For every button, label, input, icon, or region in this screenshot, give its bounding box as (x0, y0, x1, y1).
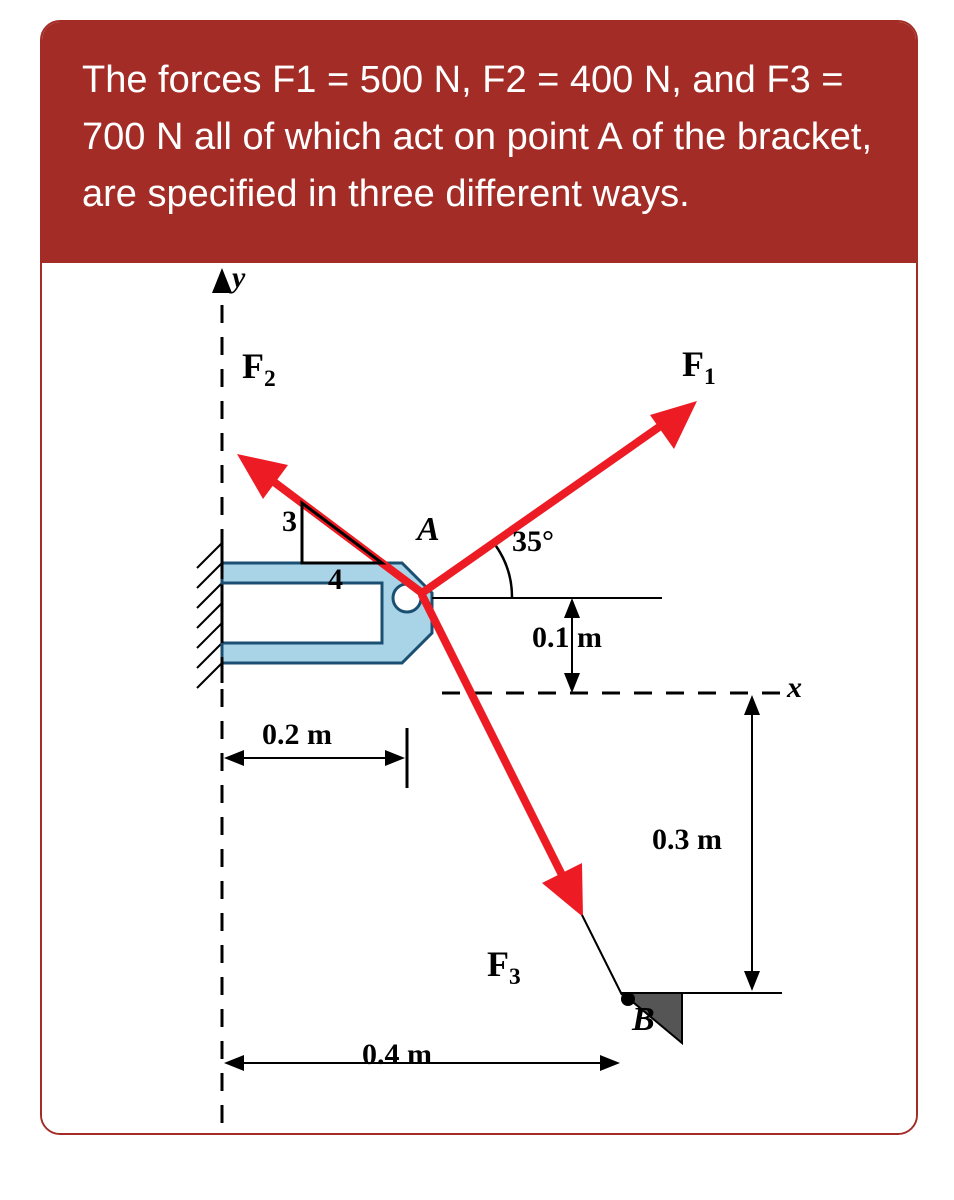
y-axis-arrow (212, 268, 232, 293)
force-diagram: y x F2 F1 F3 A B 3 4 35° 0.1 m 0.2 m 0.3… (42, 263, 916, 1133)
dim-label-0p1: 0.1 m (532, 621, 602, 655)
point-A-label: A (417, 511, 440, 549)
label-F1-text: F1 (682, 344, 716, 384)
label-F2-text: F2 (242, 346, 276, 386)
dim-label-0p3: 0.3 m (652, 823, 722, 857)
problem-card: The forces F1 = 500 N, F2 = 400 N, and F… (40, 20, 918, 1135)
label-F2: F2 (242, 345, 276, 393)
slope-triangle-F2 (302, 503, 382, 563)
x-axis-label: x (787, 671, 802, 705)
angle-35: 35° (512, 525, 554, 559)
dim-label-0p2: 0.2 m (262, 718, 332, 752)
y-axis-label: y (232, 261, 245, 295)
point-B-label: B (632, 1001, 655, 1039)
problem-statement: The forces F1 = 500 N, F2 = 400 N, and F… (42, 22, 916, 263)
wall-hatching (197, 533, 222, 688)
line-to-B (582, 915, 622, 995)
diagram-svg (42, 263, 916, 1133)
dim-label-0p4: 0.4 m (362, 1038, 432, 1072)
label-F3: F3 (487, 943, 521, 991)
force-F1 (422, 401, 697, 593)
slope-run: 4 (328, 563, 343, 597)
label-F3-text: F3 (487, 944, 521, 984)
label-F1: F1 (682, 343, 716, 391)
slope-rise: 3 (282, 505, 297, 539)
angle-arc-35 (496, 546, 512, 598)
